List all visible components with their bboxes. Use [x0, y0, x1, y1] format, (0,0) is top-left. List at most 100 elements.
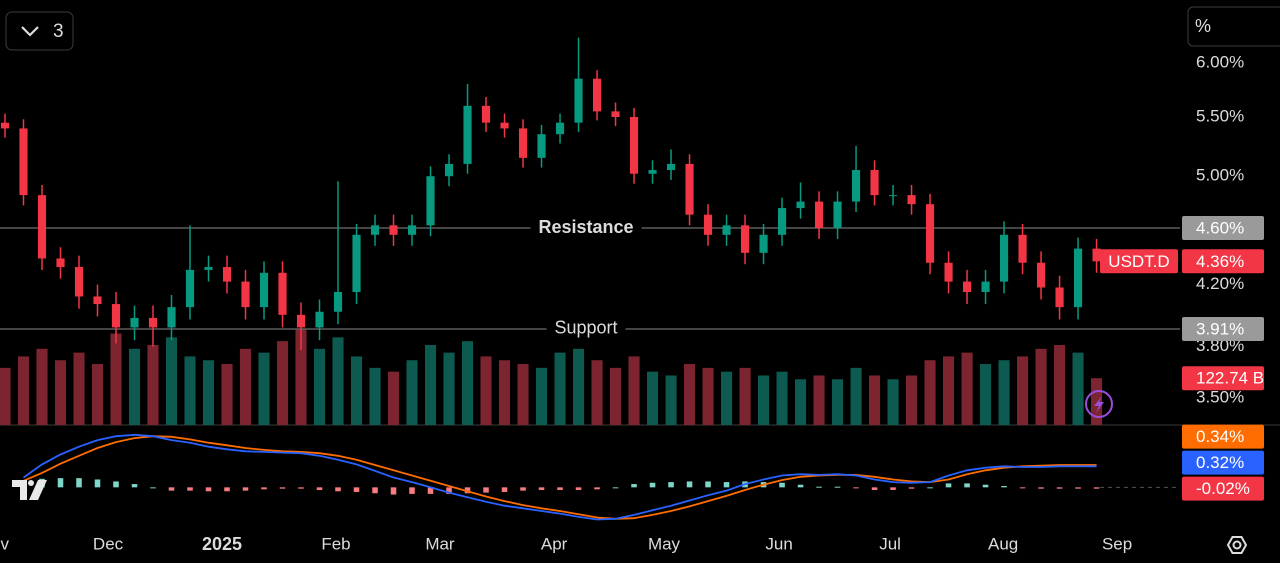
macd-histogram-bar: [446, 487, 452, 494]
candle-body: [278, 272, 287, 315]
volume-bar: [628, 356, 640, 425]
macd-histogram-bar: [57, 478, 64, 488]
scale-mode: %: [1195, 16, 1211, 36]
indicator-toggle[interactable]: [5, 11, 74, 51]
macd-histogram-bar: [205, 487, 212, 492]
macd-histogram-bar: [427, 487, 434, 494]
settings-icon[interactable]: [1226, 536, 1248, 554]
macd-histogram-bar: [150, 487, 156, 489]
volume-bar: [572, 348, 585, 425]
candle-body: [148, 317, 158, 328]
candle-body: [666, 163, 676, 171]
candle-body: [296, 314, 306, 328]
scale-mode-button[interactable]: [1187, 6, 1280, 47]
candle-body: [389, 225, 398, 235]
macd-histogram-bar: [668, 482, 674, 488]
macd-histogram-bar: [94, 479, 101, 488]
x-tick-label: Dec: [93, 534, 124, 553]
level-name: Support: [554, 318, 617, 338]
volume-tag-bg: [1182, 366, 1264, 391]
candle-body: [629, 117, 639, 174]
candle-body: [56, 258, 65, 268]
settings-icon-center: [1232, 540, 1242, 550]
macd-histogram-bar: [964, 483, 970, 488]
volume-bar: [202, 360, 215, 425]
x-tick-label: Nov: [0, 534, 10, 553]
alert-icon[interactable]: [1085, 390, 1113, 418]
volume-bar: [905, 375, 918, 425]
volume-bar: [17, 356, 30, 425]
macd-histogram-bar: [483, 487, 489, 493]
y-tick-label: 5.50%: [1196, 106, 1244, 125]
macd-histogram-bar: [834, 486, 841, 488]
macd-histogram-bar: [649, 482, 656, 488]
volume-bar: [868, 375, 881, 425]
volume-bar: [702, 367, 714, 425]
candle-body: [0, 122, 10, 129]
candle-body: [740, 225, 750, 253]
macd-tag-bg: [1182, 424, 1264, 449]
level-name-bg: [546, 324, 626, 333]
volume-bar: [794, 379, 807, 425]
candle-body: [315, 311, 324, 328]
macd-histogram-bar: [908, 487, 915, 489]
indicator-count: 3: [53, 21, 64, 42]
volume-bar: [850, 367, 862, 425]
candle-body: [611, 111, 620, 118]
candle-body: [962, 281, 972, 292]
macd-histogram-bar: [612, 487, 619, 489]
macd-line-signal: [23, 435, 1097, 520]
volume-bar: [295, 329, 307, 425]
candle-body: [518, 128, 528, 158]
volume-bar: [739, 367, 751, 425]
price-tag: 4.36%: [1196, 252, 1244, 271]
macd-histogram-bar: [390, 487, 397, 495]
candle-body: [925, 204, 935, 263]
macd-histogram-bar: [982, 484, 989, 488]
level-tag: 4.60%: [1196, 219, 1244, 238]
volume-bar: [480, 356, 492, 425]
symbol-tag: USDT.D: [1108, 252, 1169, 271]
volume-bar: [406, 360, 418, 425]
volume-bar: [998, 360, 1010, 425]
volume-bar: [646, 371, 659, 425]
candle-body: [981, 281, 990, 292]
lightning: [1094, 396, 1104, 413]
candle-body: [814, 201, 824, 229]
volume-bar: [1035, 348, 1047, 425]
candle-body: [833, 201, 842, 229]
macd-histogram-bar: [816, 486, 822, 488]
macd-histogram-bar: [797, 484, 804, 488]
volume-bar: [276, 341, 289, 425]
x-tick-label: 2025: [202, 534, 242, 554]
macd-tag: 0.32%: [1196, 453, 1244, 472]
volume-bar: [887, 379, 899, 425]
macd-histogram-bar: [501, 487, 508, 492]
macd-histogram-bar: [1075, 487, 1081, 489]
candle-body: [167, 307, 176, 328]
x-tick-label: May: [648, 534, 681, 553]
candle-body: [537, 134, 546, 158]
macd-histogram-bar: [224, 487, 230, 492]
volume-bar: [517, 364, 529, 425]
macd-histogram-bar: [631, 484, 637, 488]
level-name-bg: [530, 224, 642, 233]
candle-body: [999, 234, 1009, 282]
candle-body: [703, 214, 713, 235]
macd-histogram-bar: [538, 487, 545, 490]
volume-bar: [683, 364, 696, 425]
macd-histogram-bar: [945, 483, 952, 488]
volume-bar: [1017, 356, 1029, 425]
macd-histogram-bar: [575, 487, 582, 490]
volume-bar: [36, 348, 48, 425]
candle-body: [759, 234, 768, 253]
candle-body: [259, 272, 269, 308]
volume-bar: [332, 337, 344, 425]
y-tick-label: 3.50%: [1196, 387, 1244, 406]
candle-body: [1092, 248, 1101, 262]
volume-bar: [461, 341, 474, 425]
x-tick-label: Apr: [541, 534, 568, 553]
candle-body: [370, 225, 380, 235]
